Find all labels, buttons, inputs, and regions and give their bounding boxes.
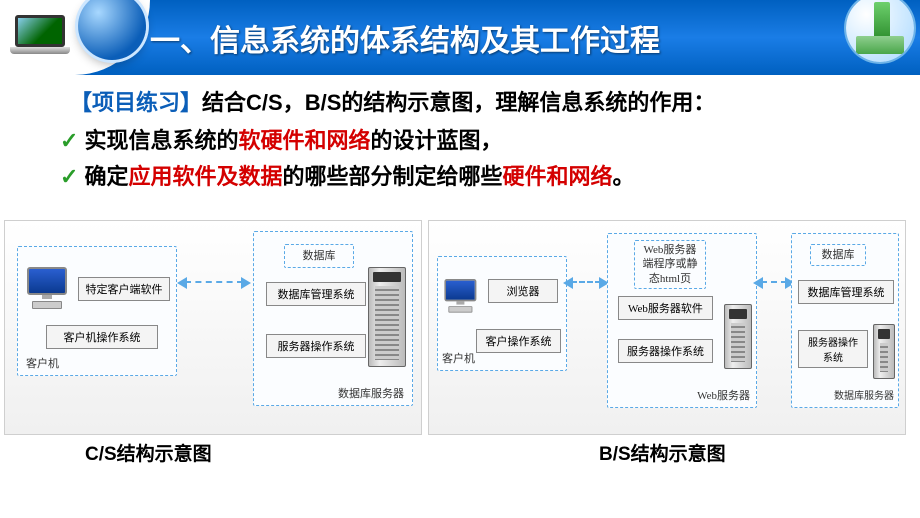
bidir-arrow-icon [185, 281, 243, 283]
server-icon [873, 324, 895, 383]
server-icon [368, 267, 406, 371]
cs-client-group: 特定客户端软件 客户机操作系统 客户机 [17, 246, 177, 376]
bullet-2: ✓确定应用软件及数据的哪些部分制定给哪些硬件和网络。 [60, 159, 880, 191]
bs-browser: 浏览器 [488, 279, 558, 303]
bs-caption: B/S结构示意图 [599, 439, 726, 466]
cs-caption: C/S结构示意图 [85, 439, 212, 466]
laptop-icon [10, 15, 70, 60]
bs-dbms: 数据库管理系统 [798, 280, 894, 304]
bs-db-os: 服务器操作系统 [798, 330, 868, 368]
bs-db-label: 数据库服务器 [834, 390, 894, 403]
intro-line: 【项目练习】结合C/S，B/S的结构示意图，理解信息系统的作用： [70, 85, 880, 117]
cs-client-sw1: 特定客户端软件 [78, 277, 170, 301]
bs-web-os: 服务器操作系统 [618, 339, 713, 363]
cs-db-label: 数据库 [284, 244, 354, 268]
checkmark-icon: ✓ [60, 128, 78, 153]
globe-icon [78, 0, 146, 60]
cs-client-sw2: 客户机操作系统 [46, 325, 158, 349]
title-bar: 一、信息系统的体系结构及其工作过程 [0, 0, 920, 75]
diagram-row: 特定客户端软件 客户机操作系统 客户机 数据库 数据库管理系统 服务器操作系统 … [0, 220, 920, 435]
bs-webserver-group: Web服务器 端程序或静 态html页 Web服务器软件 服务器操作系统 Web… [607, 233, 757, 408]
content-area: 【项目练习】结合C/S，B/S的结构示意图，理解信息系统的作用： ✓实现信息系统… [0, 75, 920, 191]
cs-client-label: 客户机 [26, 357, 59, 371]
server-icon [724, 304, 752, 373]
bs-web-app: Web服务器 端程序或静 态html页 [634, 240, 706, 289]
cs-serveros: 服务器操作系统 [266, 334, 366, 358]
page-title: 一、信息系统的体系结构及其工作过程 [150, 16, 660, 60]
bidir-arrow-icon [761, 281, 787, 283]
bracket-label: 【项目练习】 [70, 90, 202, 115]
pc-icon [442, 279, 488, 327]
bs-web-label: Web服务器 [697, 389, 750, 403]
bidir-arrow-icon [571, 281, 601, 283]
bs-client-group: 浏览器 客户操作系统 客户机 [437, 256, 567, 371]
intro-rest: 结合C/S，B/S的结构示意图，理解信息系统的作用： [202, 90, 715, 115]
corner-badge-icon [846, 0, 914, 62]
bs-client-label: 客户机 [442, 352, 475, 366]
bs-db: 数据库 [810, 244, 866, 266]
checkmark-icon: ✓ [60, 164, 78, 189]
bs-diagram-panel: 浏览器 客户操作系统 客户机 Web服务器 端程序或静 态html页 Web服务… [428, 220, 906, 435]
bs-client-os: 客户操作系统 [476, 329, 561, 353]
cs-diagram-panel: 特定客户端软件 客户机操作系统 客户机 数据库 数据库管理系统 服务器操作系统 … [4, 220, 422, 435]
bs-dbserver-group: 数据库 数据库管理系统 服务器操作系统 数据库服务器 [791, 233, 899, 408]
pc-icon [24, 267, 70, 315]
cs-server-label: 数据库服务器 [338, 387, 404, 401]
cs-dbms: 数据库管理系统 [266, 282, 366, 306]
cs-server-group: 数据库 数据库管理系统 服务器操作系统 数据库服务器 [253, 231, 413, 406]
bs-web-sw: Web服务器软件 [618, 296, 713, 320]
bullet-1: ✓实现信息系统的软硬件和网络的设计蓝图， [60, 123, 880, 155]
